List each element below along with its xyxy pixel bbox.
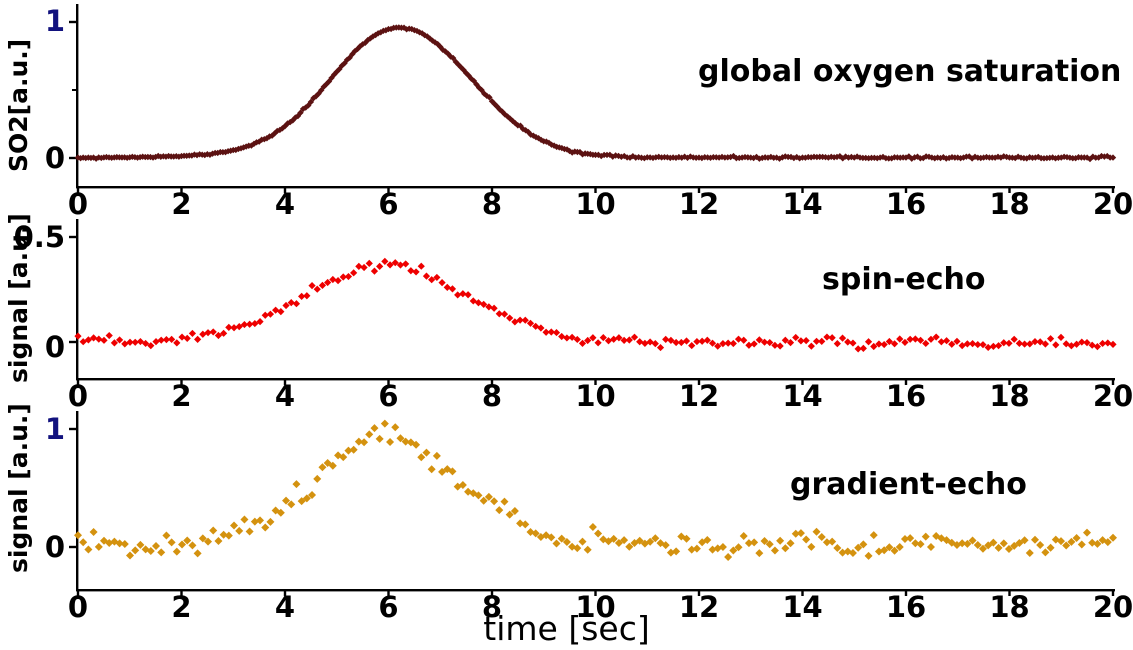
- xtick-label-4: 4: [274, 590, 296, 624]
- ytick-label-so2-1: 1: [44, 4, 65, 38]
- xaxis-label: time [sec]: [483, 609, 650, 648]
- xtick-label-16: 16: [885, 379, 927, 413]
- xtick-label-0: 0: [67, 379, 89, 413]
- xtick-label-10: 10: [575, 379, 616, 413]
- xtick-label-14: 14: [782, 187, 823, 221]
- xtick-label-12: 12: [678, 379, 720, 413]
- ytick-label-gradient-echo-0: 0: [44, 530, 65, 564]
- xtick-label-16: 16: [885, 187, 927, 221]
- xtick-label-10: 10: [575, 590, 616, 624]
- series-label-gradient-echo: gradient-echo: [790, 467, 1027, 502]
- xtick-label-12: 12: [678, 590, 720, 624]
- panel-gradient-echo: signal [a.u.] 1 0 gradient-echo 0 2 4 6 8 10 1…: [0, 395, 1133, 650]
- xtick-label-6: 6: [378, 379, 399, 413]
- ytick-label-gradient-echo-1: 1: [44, 412, 65, 446]
- xtick-label-20: 20: [1092, 590, 1133, 624]
- xtick-label-8: 8: [481, 187, 503, 221]
- xtick-label-2: 2: [171, 590, 192, 624]
- xtick-label-2: 2: [171, 379, 192, 413]
- xtick-label-2: 2: [171, 187, 192, 221]
- ytick-label-spin-echo-0: 0: [44, 330, 65, 364]
- xtick-label-6: 6: [378, 590, 399, 624]
- xtick-label-20: 20: [1092, 379, 1133, 413]
- xtick-label-16: 16: [885, 590, 927, 624]
- xtick-label-18: 18: [989, 379, 1030, 413]
- xtick-label-12: 12: [678, 187, 720, 221]
- xtick-label-14: 14: [782, 590, 823, 624]
- plot-spin-echo: [69, 219, 1117, 385]
- plot-so2: [69, 4, 1117, 193]
- panel-spin-echo: signal [a.u.] 0.5 0 spin-echo 0 2 4 6 8 10 12 1…: [0, 213, 1133, 410]
- xtick-label-4: 4: [274, 187, 296, 221]
- xtick-label-18: 18: [989, 187, 1030, 221]
- xtick-label-8: 8: [481, 590, 503, 624]
- series-label-so2: global oxygen saturation: [698, 54, 1122, 89]
- ytick-label-spin-echo-05: 0.5: [13, 220, 65, 254]
- xtick-label-4: 4: [274, 379, 296, 413]
- plot-gradient-echo: [69, 411, 1117, 596]
- xtick-label-6: 6: [378, 187, 399, 221]
- xtick-label-14: 14: [782, 379, 823, 413]
- xtick-label-0: 0: [67, 187, 89, 221]
- xtick-label-8: 8: [481, 379, 503, 413]
- series-label-spin-echo: spin-echo: [822, 262, 986, 297]
- panel-so2: SO2[a.u.] 1 0 global oxygen saturation 0…: [0, 0, 1133, 219]
- xtick-label-10: 10: [575, 187, 616, 221]
- xtick-label-20: 20: [1092, 187, 1133, 221]
- xtick-label-0: 0: [67, 590, 89, 624]
- ytick-label-so2-0: 0: [44, 141, 65, 175]
- xtick-label-18: 18: [989, 590, 1030, 624]
